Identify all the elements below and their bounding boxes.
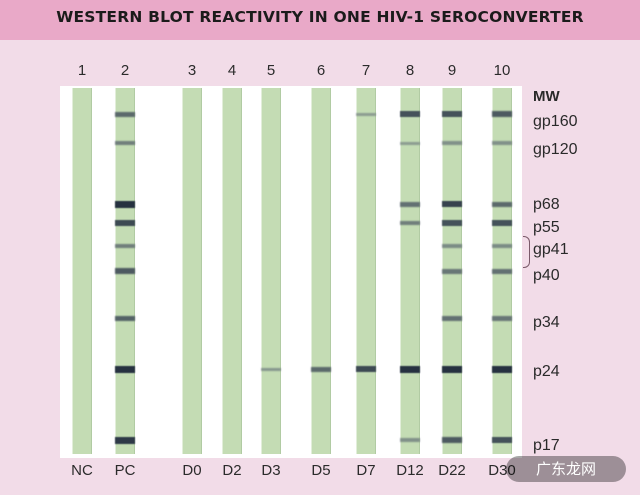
- band-gp120: [492, 141, 512, 145]
- lane-number-1: 1: [77, 62, 87, 79]
- blot-strip-3: [182, 88, 202, 454]
- band-p17: [442, 437, 462, 443]
- lane-label-D3: D3: [261, 462, 281, 479]
- band-p24: [311, 366, 331, 372]
- blot-strip-2: [115, 88, 135, 454]
- blot-strip-1: [72, 88, 92, 454]
- title-banner: WESTERN BLOT REACTIVITY IN ONE HIV-1 SER…: [0, 0, 640, 40]
- band-p24: [442, 365, 462, 373]
- band-gp120: [115, 141, 135, 145]
- mw-marker-gp120: gp120: [533, 141, 578, 158]
- band-p34: [115, 315, 135, 321]
- lane-number-9: 9: [447, 62, 457, 79]
- band-p40: [492, 268, 512, 274]
- gp41-brace: [523, 236, 530, 268]
- mw-header: MW: [533, 88, 560, 105]
- figure-title: WESTERN BLOT REACTIVITY IN ONE HIV-1 SER…: [56, 8, 584, 26]
- band-p55: [442, 220, 462, 226]
- band-gp160: [492, 111, 512, 117]
- blot-strip-4: [222, 88, 242, 454]
- band-p40: [442, 268, 462, 274]
- blot-strip-9: [442, 88, 462, 454]
- band-p24: [115, 365, 135, 373]
- mw-marker-gp41: gp41: [533, 241, 569, 258]
- lane-number-2: 2: [120, 62, 130, 79]
- band-p24: [356, 366, 376, 372]
- band-gp41: [442, 244, 462, 248]
- band-gp160: [400, 111, 420, 117]
- band-p55: [115, 220, 135, 226]
- band-gp160: [356, 112, 376, 116]
- band-gp41: [115, 244, 135, 248]
- mw-marker-p17: p17: [533, 437, 560, 454]
- blot-strip-10: [492, 88, 512, 454]
- lane-number-5: 5: [266, 62, 276, 79]
- lane-number-10: 10: [493, 62, 511, 79]
- band-p17: [492, 437, 512, 443]
- band-gp120: [400, 141, 420, 145]
- lane-label-D30: D30: [488, 462, 516, 479]
- band-p55: [492, 220, 512, 226]
- watermark-logo: 广东龙网: [506, 456, 626, 482]
- lane-label-D2: D2: [222, 462, 242, 479]
- band-p40: [115, 268, 135, 274]
- band-p68: [442, 201, 462, 207]
- band-p68: [492, 201, 512, 207]
- lane-label-NC: NC: [71, 462, 93, 479]
- blot-strip-6: [311, 88, 331, 454]
- band-gp120: [442, 141, 462, 145]
- mw-marker-p68: p68: [533, 196, 560, 213]
- mw-marker-p34: p34: [533, 314, 560, 331]
- blot-strip-8: [400, 88, 420, 454]
- band-p24: [400, 365, 420, 373]
- mw-marker-p55: p55: [533, 219, 560, 236]
- band-p24: [492, 365, 512, 373]
- lane-number-3: 3: [187, 62, 197, 79]
- band-p24: [261, 367, 281, 371]
- blot-strip-5: [261, 88, 281, 454]
- band-p34: [492, 315, 512, 321]
- lane-label-D0: D0: [182, 462, 202, 479]
- lane-label-D22: D22: [438, 462, 466, 479]
- band-p55: [400, 221, 420, 225]
- mw-marker-p24: p24: [533, 363, 560, 380]
- lane-label-D7: D7: [356, 462, 376, 479]
- band-gp41: [492, 244, 512, 248]
- band-p17: [400, 438, 420, 442]
- band-p17: [115, 436, 135, 444]
- lane-number-6: 6: [316, 62, 326, 79]
- band-p68: [400, 201, 420, 207]
- mw-marker-p40: p40: [533, 267, 560, 284]
- lane-label-D12: D12: [396, 462, 424, 479]
- lane-number-8: 8: [405, 62, 415, 79]
- lane-number-4: 4: [227, 62, 237, 79]
- mw-marker-gp160: gp160: [533, 113, 578, 130]
- band-p34: [442, 315, 462, 321]
- lane-label-D5: D5: [311, 462, 331, 479]
- band-p68: [115, 200, 135, 208]
- lane-label-PC: PC: [114, 462, 136, 479]
- band-gp160: [115, 111, 135, 117]
- blot-strip-7: [356, 88, 376, 454]
- lane-number-7: 7: [361, 62, 371, 79]
- band-gp160: [442, 111, 462, 117]
